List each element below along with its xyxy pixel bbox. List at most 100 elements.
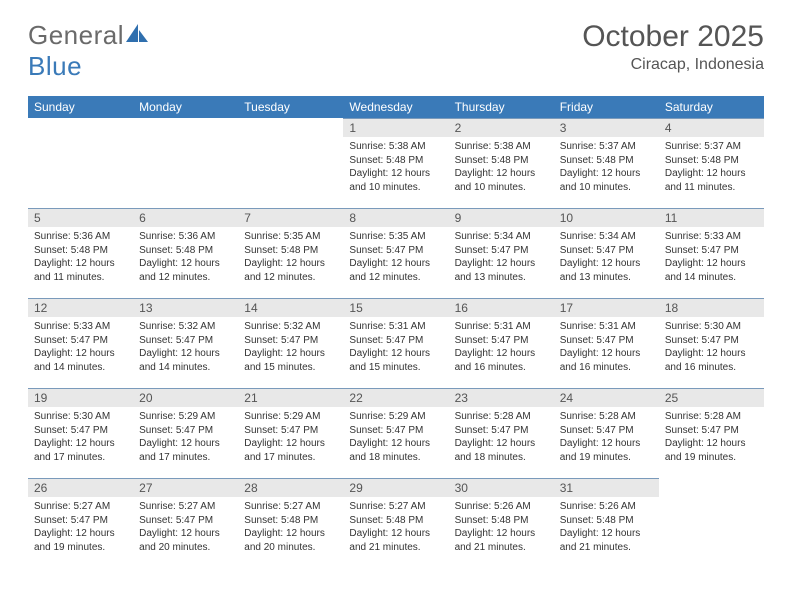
sunset-text: Sunset: 5:48 PM <box>244 514 337 528</box>
day-number: 9 <box>449 208 554 227</box>
sunrise-text: Sunrise: 5:38 AM <box>349 140 442 154</box>
day-number: 14 <box>238 298 343 317</box>
calendar-cell: 7Sunrise: 5:35 AMSunset: 5:48 PMDaylight… <box>238 208 343 298</box>
day-details: Sunrise: 5:26 AMSunset: 5:48 PMDaylight:… <box>554 497 659 560</box>
daylight-text: Daylight: 12 hours and 18 minutes. <box>455 437 548 464</box>
daylight-text: Daylight: 12 hours and 16 minutes. <box>455 347 548 374</box>
calendar-cell: 31Sunrise: 5:26 AMSunset: 5:48 PMDayligh… <box>554 478 659 562</box>
sunset-text: Sunset: 5:47 PM <box>560 244 653 258</box>
calendar-cell: 11Sunrise: 5:33 AMSunset: 5:47 PMDayligh… <box>659 208 764 298</box>
sunset-text: Sunset: 5:48 PM <box>455 514 548 528</box>
daylight-text: Daylight: 12 hours and 17 minutes. <box>139 437 232 464</box>
day-number: 13 <box>133 298 238 317</box>
weekday-header: Thursday <box>449 96 554 118</box>
day-details: Sunrise: 5:31 AMSunset: 5:47 PMDaylight:… <box>343 317 448 380</box>
calendar-cell: . <box>659 478 764 562</box>
calendar-cell: 8Sunrise: 5:35 AMSunset: 5:47 PMDaylight… <box>343 208 448 298</box>
daylight-text: Daylight: 12 hours and 19 minutes. <box>560 437 653 464</box>
day-details: Sunrise: 5:38 AMSunset: 5:48 PMDaylight:… <box>449 137 554 200</box>
calendar-row: 26Sunrise: 5:27 AMSunset: 5:47 PMDayligh… <box>28 478 764 562</box>
sunset-text: Sunset: 5:47 PM <box>139 334 232 348</box>
daylight-text: Daylight: 12 hours and 16 minutes. <box>560 347 653 374</box>
day-number: 21 <box>238 388 343 407</box>
daylight-text: Daylight: 12 hours and 10 minutes. <box>560 167 653 194</box>
brand-logo: GeneralBlue <box>28 20 150 82</box>
day-number: 17 <box>554 298 659 317</box>
day-details: Sunrise: 5:34 AMSunset: 5:47 PMDaylight:… <box>449 227 554 290</box>
calendar-cell: 26Sunrise: 5:27 AMSunset: 5:47 PMDayligh… <box>28 478 133 562</box>
sunrise-text: Sunrise: 5:30 AM <box>34 410 127 424</box>
day-details: Sunrise: 5:29 AMSunset: 5:47 PMDaylight:… <box>133 407 238 470</box>
daylight-text: Daylight: 12 hours and 15 minutes. <box>244 347 337 374</box>
weekday-header: Monday <box>133 96 238 118</box>
weekday-header: Sunday <box>28 96 133 118</box>
header: GeneralBlue October 2025 Ciracap, Indone… <box>28 20 764 82</box>
daylight-text: Daylight: 12 hours and 17 minutes. <box>34 437 127 464</box>
calendar-cell: 9Sunrise: 5:34 AMSunset: 5:47 PMDaylight… <box>449 208 554 298</box>
sunset-text: Sunset: 5:48 PM <box>349 154 442 168</box>
sunrise-text: Sunrise: 5:29 AM <box>349 410 442 424</box>
sunrise-text: Sunrise: 5:33 AM <box>665 230 758 244</box>
sunset-text: Sunset: 5:47 PM <box>349 424 442 438</box>
calendar-row: 12Sunrise: 5:33 AMSunset: 5:47 PMDayligh… <box>28 298 764 388</box>
sunset-text: Sunset: 5:48 PM <box>34 244 127 258</box>
sunrise-text: Sunrise: 5:27 AM <box>244 500 337 514</box>
daylight-text: Daylight: 12 hours and 20 minutes. <box>244 527 337 554</box>
weekday-header: Wednesday <box>343 96 448 118</box>
daylight-text: Daylight: 12 hours and 10 minutes. <box>455 167 548 194</box>
day-number: 1 <box>343 118 448 137</box>
sunset-text: Sunset: 5:48 PM <box>244 244 337 258</box>
calendar-cell: 4Sunrise: 5:37 AMSunset: 5:48 PMDaylight… <box>659 118 764 208</box>
day-details: Sunrise: 5:33 AMSunset: 5:47 PMDaylight:… <box>28 317 133 380</box>
calendar-cell: . <box>28 118 133 208</box>
day-details: Sunrise: 5:30 AMSunset: 5:47 PMDaylight:… <box>28 407 133 470</box>
day-number: 24 <box>554 388 659 407</box>
daylight-text: Daylight: 12 hours and 21 minutes. <box>349 527 442 554</box>
sunrise-text: Sunrise: 5:26 AM <box>455 500 548 514</box>
calendar-cell: 22Sunrise: 5:29 AMSunset: 5:47 PMDayligh… <box>343 388 448 478</box>
day-details: Sunrise: 5:37 AMSunset: 5:48 PMDaylight:… <box>659 137 764 200</box>
day-details: Sunrise: 5:27 AMSunset: 5:48 PMDaylight:… <box>343 497 448 560</box>
day-number: 18 <box>659 298 764 317</box>
calendar-cell: . <box>238 118 343 208</box>
sunrise-text: Sunrise: 5:34 AM <box>455 230 548 244</box>
day-number: 2 <box>449 118 554 137</box>
day-number: 25 <box>659 388 764 407</box>
sunset-text: Sunset: 5:47 PM <box>665 244 758 258</box>
day-details: Sunrise: 5:34 AMSunset: 5:47 PMDaylight:… <box>554 227 659 290</box>
calendar-cell: 30Sunrise: 5:26 AMSunset: 5:48 PMDayligh… <box>449 478 554 562</box>
sunset-text: Sunset: 5:47 PM <box>665 424 758 438</box>
daylight-text: Daylight: 12 hours and 16 minutes. <box>665 347 758 374</box>
daylight-text: Daylight: 12 hours and 21 minutes. <box>455 527 548 554</box>
calendar-table: Sunday Monday Tuesday Wednesday Thursday… <box>28 96 764 562</box>
daylight-text: Daylight: 12 hours and 11 minutes. <box>665 167 758 194</box>
sunrise-text: Sunrise: 5:30 AM <box>665 320 758 334</box>
calendar-cell: 28Sunrise: 5:27 AMSunset: 5:48 PMDayligh… <box>238 478 343 562</box>
day-number: 16 <box>449 298 554 317</box>
day-details: Sunrise: 5:32 AMSunset: 5:47 PMDaylight:… <box>133 317 238 380</box>
day-details: Sunrise: 5:36 AMSunset: 5:48 PMDaylight:… <box>133 227 238 290</box>
day-details: Sunrise: 5:30 AMSunset: 5:47 PMDaylight:… <box>659 317 764 380</box>
sunrise-text: Sunrise: 5:37 AM <box>560 140 653 154</box>
sunset-text: Sunset: 5:47 PM <box>560 424 653 438</box>
weekday-header: Saturday <box>659 96 764 118</box>
daylight-text: Daylight: 12 hours and 12 minutes. <box>349 257 442 284</box>
calendar-cell: 16Sunrise: 5:31 AMSunset: 5:47 PMDayligh… <box>449 298 554 388</box>
sunrise-text: Sunrise: 5:28 AM <box>560 410 653 424</box>
sunrise-text: Sunrise: 5:29 AM <box>244 410 337 424</box>
sunset-text: Sunset: 5:48 PM <box>349 514 442 528</box>
sunset-text: Sunset: 5:48 PM <box>665 154 758 168</box>
day-details: Sunrise: 5:26 AMSunset: 5:48 PMDaylight:… <box>449 497 554 560</box>
sunset-text: Sunset: 5:48 PM <box>139 244 232 258</box>
sunrise-text: Sunrise: 5:38 AM <box>455 140 548 154</box>
sunset-text: Sunset: 5:47 PM <box>34 334 127 348</box>
calendar-cell: 18Sunrise: 5:30 AMSunset: 5:47 PMDayligh… <box>659 298 764 388</box>
calendar-cell: 19Sunrise: 5:30 AMSunset: 5:47 PMDayligh… <box>28 388 133 478</box>
daylight-text: Daylight: 12 hours and 14 minutes. <box>665 257 758 284</box>
day-number: 10 <box>554 208 659 227</box>
day-details: Sunrise: 5:28 AMSunset: 5:47 PMDaylight:… <box>659 407 764 470</box>
calendar-cell: 13Sunrise: 5:32 AMSunset: 5:47 PMDayligh… <box>133 298 238 388</box>
calendar-cell: 5Sunrise: 5:36 AMSunset: 5:48 PMDaylight… <box>28 208 133 298</box>
sunset-text: Sunset: 5:48 PM <box>455 154 548 168</box>
calendar-cell: . <box>133 118 238 208</box>
